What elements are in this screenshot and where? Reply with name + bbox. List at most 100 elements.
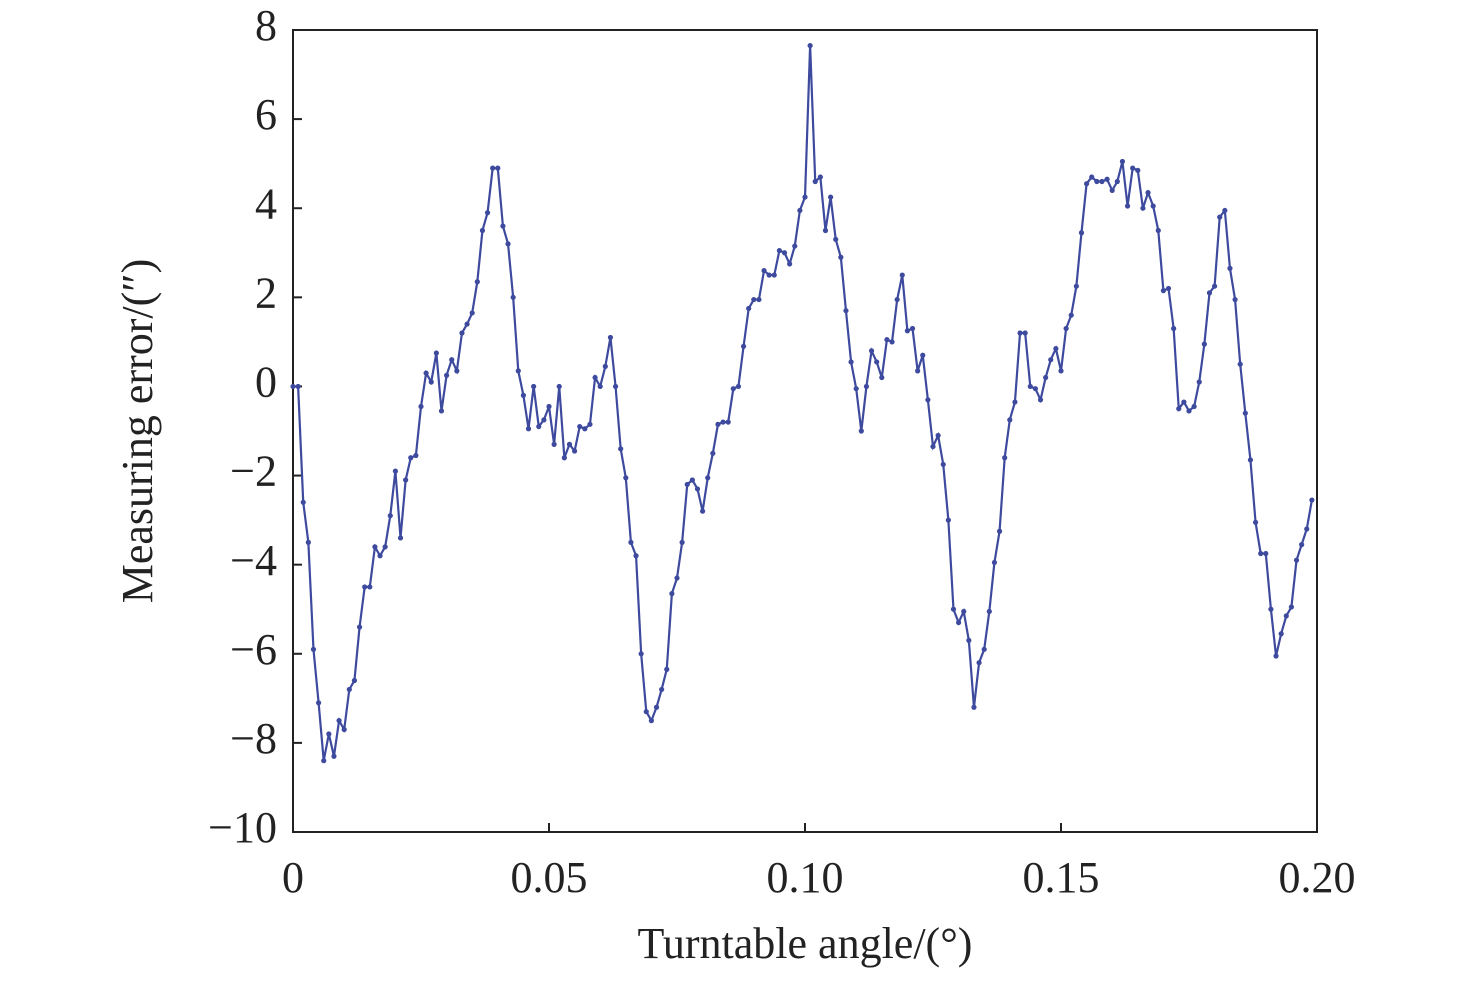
point bbox=[1012, 399, 1018, 405]
point bbox=[1160, 288, 1166, 294]
point bbox=[1181, 399, 1187, 405]
point bbox=[643, 709, 649, 715]
point bbox=[1135, 167, 1141, 173]
point bbox=[1078, 230, 1085, 236]
point bbox=[802, 194, 808, 200]
point bbox=[300, 499, 306, 505]
point bbox=[546, 403, 552, 410]
point bbox=[1186, 408, 1192, 414]
x-axis-label: Turntable angle/(°) bbox=[638, 919, 973, 968]
point bbox=[925, 397, 931, 403]
point bbox=[290, 383, 296, 390]
point bbox=[628, 539, 634, 545]
point bbox=[1247, 457, 1254, 463]
point bbox=[1084, 181, 1090, 187]
point bbox=[1053, 345, 1059, 352]
point bbox=[449, 357, 455, 363]
point bbox=[1022, 330, 1028, 336]
point bbox=[316, 700, 322, 706]
point bbox=[1130, 165, 1136, 171]
point bbox=[362, 584, 368, 590]
y-tick-label: 2 bbox=[255, 268, 277, 317]
point bbox=[305, 539, 311, 545]
point bbox=[740, 343, 747, 349]
point bbox=[1201, 341, 1207, 347]
y-tick-label: 0 bbox=[255, 358, 277, 407]
point bbox=[582, 426, 588, 432]
point bbox=[1232, 296, 1238, 303]
point bbox=[525, 426, 532, 432]
point bbox=[469, 310, 475, 316]
y-axis-label: Measuring error/(″) bbox=[113, 259, 162, 604]
point bbox=[669, 591, 675, 597]
point bbox=[413, 452, 419, 459]
point bbox=[746, 305, 752, 312]
y-tick-label: 6 bbox=[255, 90, 277, 139]
point bbox=[1217, 214, 1223, 220]
point bbox=[356, 624, 363, 630]
point bbox=[295, 383, 301, 390]
point bbox=[1063, 325, 1069, 332]
point bbox=[531, 383, 537, 390]
point bbox=[1150, 203, 1156, 209]
point bbox=[674, 575, 680, 581]
point bbox=[336, 718, 342, 724]
point bbox=[1140, 205, 1146, 211]
point bbox=[694, 486, 701, 492]
point bbox=[781, 250, 788, 256]
point bbox=[868, 348, 875, 354]
point bbox=[587, 421, 593, 427]
y-tick-label: 8 bbox=[255, 1, 277, 50]
point bbox=[326, 731, 332, 737]
point bbox=[894, 296, 900, 303]
point bbox=[397, 535, 404, 541]
point bbox=[843, 308, 849, 314]
point bbox=[454, 368, 460, 374]
point bbox=[561, 455, 567, 461]
point bbox=[520, 392, 527, 398]
point bbox=[1273, 653, 1279, 659]
point bbox=[341, 726, 347, 733]
point bbox=[1299, 542, 1305, 548]
point bbox=[638, 651, 644, 657]
point bbox=[1114, 178, 1120, 185]
point bbox=[684, 481, 690, 488]
point bbox=[858, 428, 864, 434]
point bbox=[1288, 604, 1294, 610]
point bbox=[1258, 550, 1264, 557]
x-tick-label: 0.15 bbox=[1023, 853, 1100, 902]
point bbox=[705, 475, 711, 481]
point bbox=[664, 666, 670, 672]
point bbox=[1037, 397, 1044, 403]
point bbox=[817, 174, 823, 180]
point bbox=[879, 374, 885, 381]
point bbox=[715, 421, 721, 427]
point bbox=[1027, 383, 1033, 390]
point bbox=[648, 718, 655, 724]
y-tick-label: −6 bbox=[230, 625, 277, 674]
point bbox=[679, 539, 685, 545]
point bbox=[1155, 227, 1161, 234]
point bbox=[612, 383, 619, 390]
point bbox=[346, 686, 352, 693]
point bbox=[1227, 265, 1233, 271]
point bbox=[1002, 455, 1008, 461]
point bbox=[1068, 312, 1074, 318]
point bbox=[515, 368, 521, 374]
point bbox=[659, 686, 665, 693]
point bbox=[1304, 526, 1310, 532]
point bbox=[541, 417, 547, 423]
point bbox=[956, 619, 962, 626]
x-tick-label: 0.10 bbox=[767, 853, 844, 902]
point bbox=[720, 419, 726, 425]
point bbox=[423, 370, 429, 376]
point bbox=[700, 508, 706, 514]
point bbox=[689, 477, 695, 483]
point bbox=[945, 517, 951, 523]
series-line bbox=[293, 45, 1313, 761]
point bbox=[1283, 613, 1289, 619]
x-tick-label: 0 bbox=[282, 853, 304, 902]
point bbox=[1206, 290, 1213, 296]
point bbox=[1017, 330, 1023, 336]
